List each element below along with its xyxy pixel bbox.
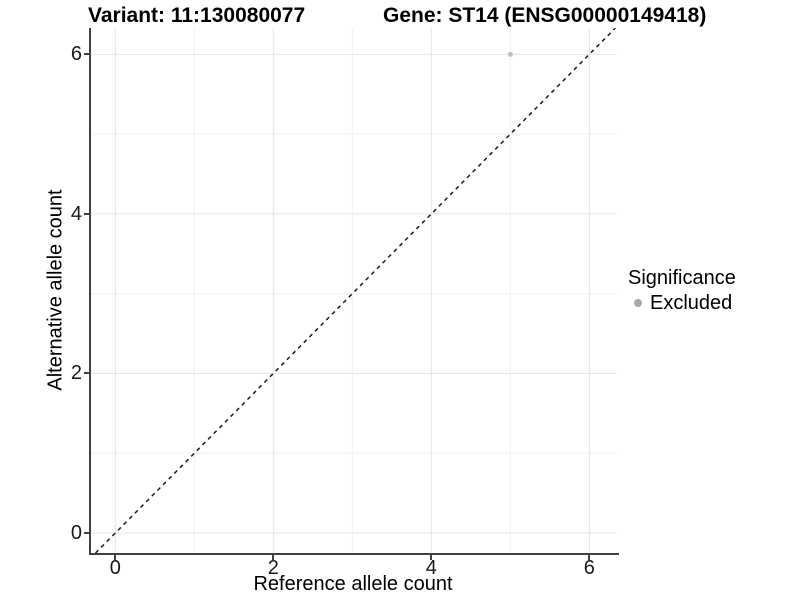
y-tick-mark (84, 53, 89, 56)
identity-line (94, 28, 616, 553)
legend-title: Significance (628, 267, 736, 289)
y-tick-label: 2 (70, 362, 82, 385)
data-point (507, 51, 513, 57)
y-tick-mark (84, 212, 89, 215)
y-axis-title: Alternative allele count (44, 189, 67, 391)
x-tick-label: 0 (109, 557, 121, 579)
legend-item-label: Excluded (650, 292, 733, 314)
plot-panel-canvas (90, 28, 617, 553)
y-tick-label: 4 (70, 202, 82, 225)
legend: Significance Excluded (628, 266, 736, 315)
y-axis-line (89, 28, 91, 555)
plot-title-variant: Variant: 11:130080077 (88, 4, 306, 27)
y-tick-label: 0 (70, 522, 82, 545)
legend-item-excluded: Excluded (634, 291, 736, 315)
x-tick-label: 6 (583, 557, 595, 579)
y-tick-mark (84, 532, 89, 535)
x-axis-title: Reference allele count (253, 573, 453, 595)
x-tick-label: 2 (267, 557, 279, 579)
x-tick-mark (588, 555, 591, 560)
plot-title-gene: Gene: ST14 (ENSG00000149418) (383, 4, 707, 27)
y-tick-mark (84, 372, 89, 375)
x-tick-mark (430, 555, 433, 560)
x-tick-mark (272, 555, 275, 560)
x-tick-label: 4 (425, 557, 437, 579)
x-tick-mark (114, 555, 117, 560)
legend-marker-dot-icon (634, 299, 642, 307)
y-tick-label: 6 (70, 43, 82, 66)
x-axis-line (89, 553, 619, 555)
